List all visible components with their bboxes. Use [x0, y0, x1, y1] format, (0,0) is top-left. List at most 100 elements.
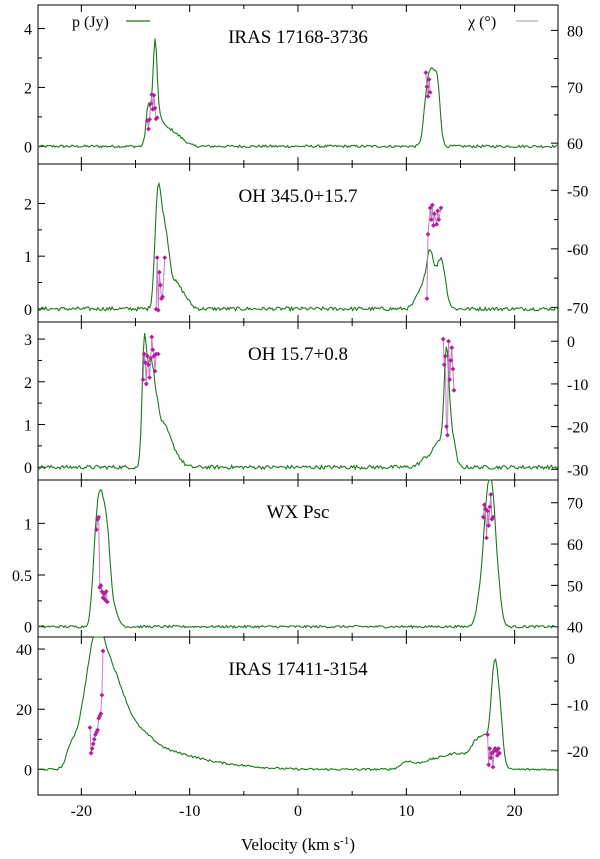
panel-3: 0 1 2 3 -30 -20 -10 0 OH 15.7+0.8 [24, 321, 588, 481]
pa-point [148, 355, 154, 361]
pa-line [142, 336, 159, 384]
flux-spectrum-line [37, 636, 559, 772]
pa-point [94, 527, 99, 532]
pa-point [442, 353, 448, 359]
panel-title: IRAS 17411-3154 [228, 659, 368, 680]
pa-point [98, 582, 104, 588]
pa-point [496, 746, 501, 751]
pa-point [480, 514, 486, 520]
pa-point [493, 748, 499, 754]
pa-point [91, 736, 97, 742]
panels-group: 0 2 4 60 70 80 IRAS 17168-3736 0 1 2 -70 -60 -50 OH 3… [12, 4, 588, 796]
pa-point [424, 84, 430, 90]
legend-pa-label: χ (°) [467, 14, 496, 31]
y2-tick-label: 0 [567, 651, 575, 668]
pa-point [486, 762, 492, 768]
pa-line [146, 94, 158, 130]
pa-point [146, 126, 151, 132]
pa-point [447, 377, 453, 383]
panel-title: OH 345.0+15.7 [239, 186, 358, 207]
x-tick-label: 10 [398, 803, 414, 820]
pa-point [147, 117, 152, 122]
pa-point [149, 92, 155, 98]
y-tick-label: 0.5 [12, 568, 32, 585]
flux-spectrum-line [37, 479, 559, 629]
pa-point [155, 351, 161, 357]
y-tick-label: 0 [24, 139, 32, 156]
pa-point [428, 217, 434, 222]
pa-point [150, 347, 156, 353]
pa-point [103, 589, 109, 594]
pa-point [93, 732, 98, 737]
pa-point [154, 255, 160, 261]
pa-point [151, 353, 157, 359]
pa-point [152, 105, 158, 111]
pa-point [497, 750, 502, 756]
x-tick-label: 20 [507, 803, 523, 820]
y2-tick-label: 50 [567, 578, 583, 595]
pa-point [143, 381, 149, 387]
panel-title: OH 15.7+0.8 [248, 344, 348, 365]
pa-point [426, 77, 432, 82]
y-tick-label: 0 [24, 302, 32, 319]
x-axis-label: Velocity (km s-1) [241, 835, 355, 854]
pa-point [486, 523, 492, 528]
y-tick-label: 1 [24, 249, 32, 266]
y2-tick-label: -20 [567, 420, 588, 437]
pa-point [485, 508, 490, 514]
pa-point [145, 353, 150, 359]
y2-tick-label: -20 [567, 744, 588, 761]
y2-tick-label: 60 [567, 537, 583, 554]
pa-point [100, 648, 106, 654]
pa-point [99, 589, 105, 594]
pa-point [449, 345, 455, 351]
pa-point [95, 727, 100, 733]
pa-point [152, 368, 158, 374]
pa-point [96, 514, 102, 520]
y2-tick-label: -30 [567, 462, 588, 479]
y-tick-label: 1 [24, 516, 32, 533]
x-axis: -20 -10 0 10 20 [71, 803, 523, 820]
pa-point [435, 208, 441, 214]
pa-point [445, 432, 450, 438]
pa-point [427, 89, 433, 95]
pa-point [149, 334, 155, 340]
pa-line [442, 339, 455, 436]
pa-point [425, 93, 431, 99]
x-tick-label: -20 [71, 803, 92, 820]
y-tick-label: 0 [24, 762, 32, 779]
pa-point [448, 358, 454, 363]
y-tick-label: 2 [24, 80, 32, 97]
legend: p (Jy) χ (°) [72, 14, 538, 31]
pa-point [488, 755, 494, 761]
pa-point [87, 725, 93, 731]
pa-point [490, 514, 496, 520]
pa-point [160, 294, 165, 300]
y2-tick-label: -10 [567, 697, 588, 714]
y-tick-label: 1 [24, 417, 32, 434]
y-tick-label: 20 [16, 702, 32, 719]
y2-tick-label: -70 [567, 300, 588, 317]
y-tick-label: 4 [24, 22, 32, 39]
pa-point [490, 764, 496, 770]
y-tick-label: 2 [24, 375, 32, 392]
pa-point [451, 387, 457, 393]
pa-point [88, 750, 94, 756]
pa-point [142, 360, 148, 365]
y2-tick-label: 40 [567, 620, 583, 637]
y2-tick-label: 70 [567, 496, 583, 513]
pa-point [450, 366, 456, 372]
pa-point [150, 106, 156, 112]
pa-point [153, 306, 159, 312]
pa-point [148, 101, 154, 107]
pa-point [96, 715, 102, 721]
pa-point [441, 362, 447, 368]
pa-point [487, 746, 493, 751]
pa-point [151, 92, 157, 98]
panel-2: 0 1 2 -70 -60 -50 OH 345.0+15.7 [24, 163, 588, 323]
pa-point [155, 307, 161, 313]
pa-point [98, 711, 104, 717]
pa-point [425, 231, 431, 237]
y-tick-label: 2 [24, 197, 32, 214]
pa-point [162, 255, 168, 261]
